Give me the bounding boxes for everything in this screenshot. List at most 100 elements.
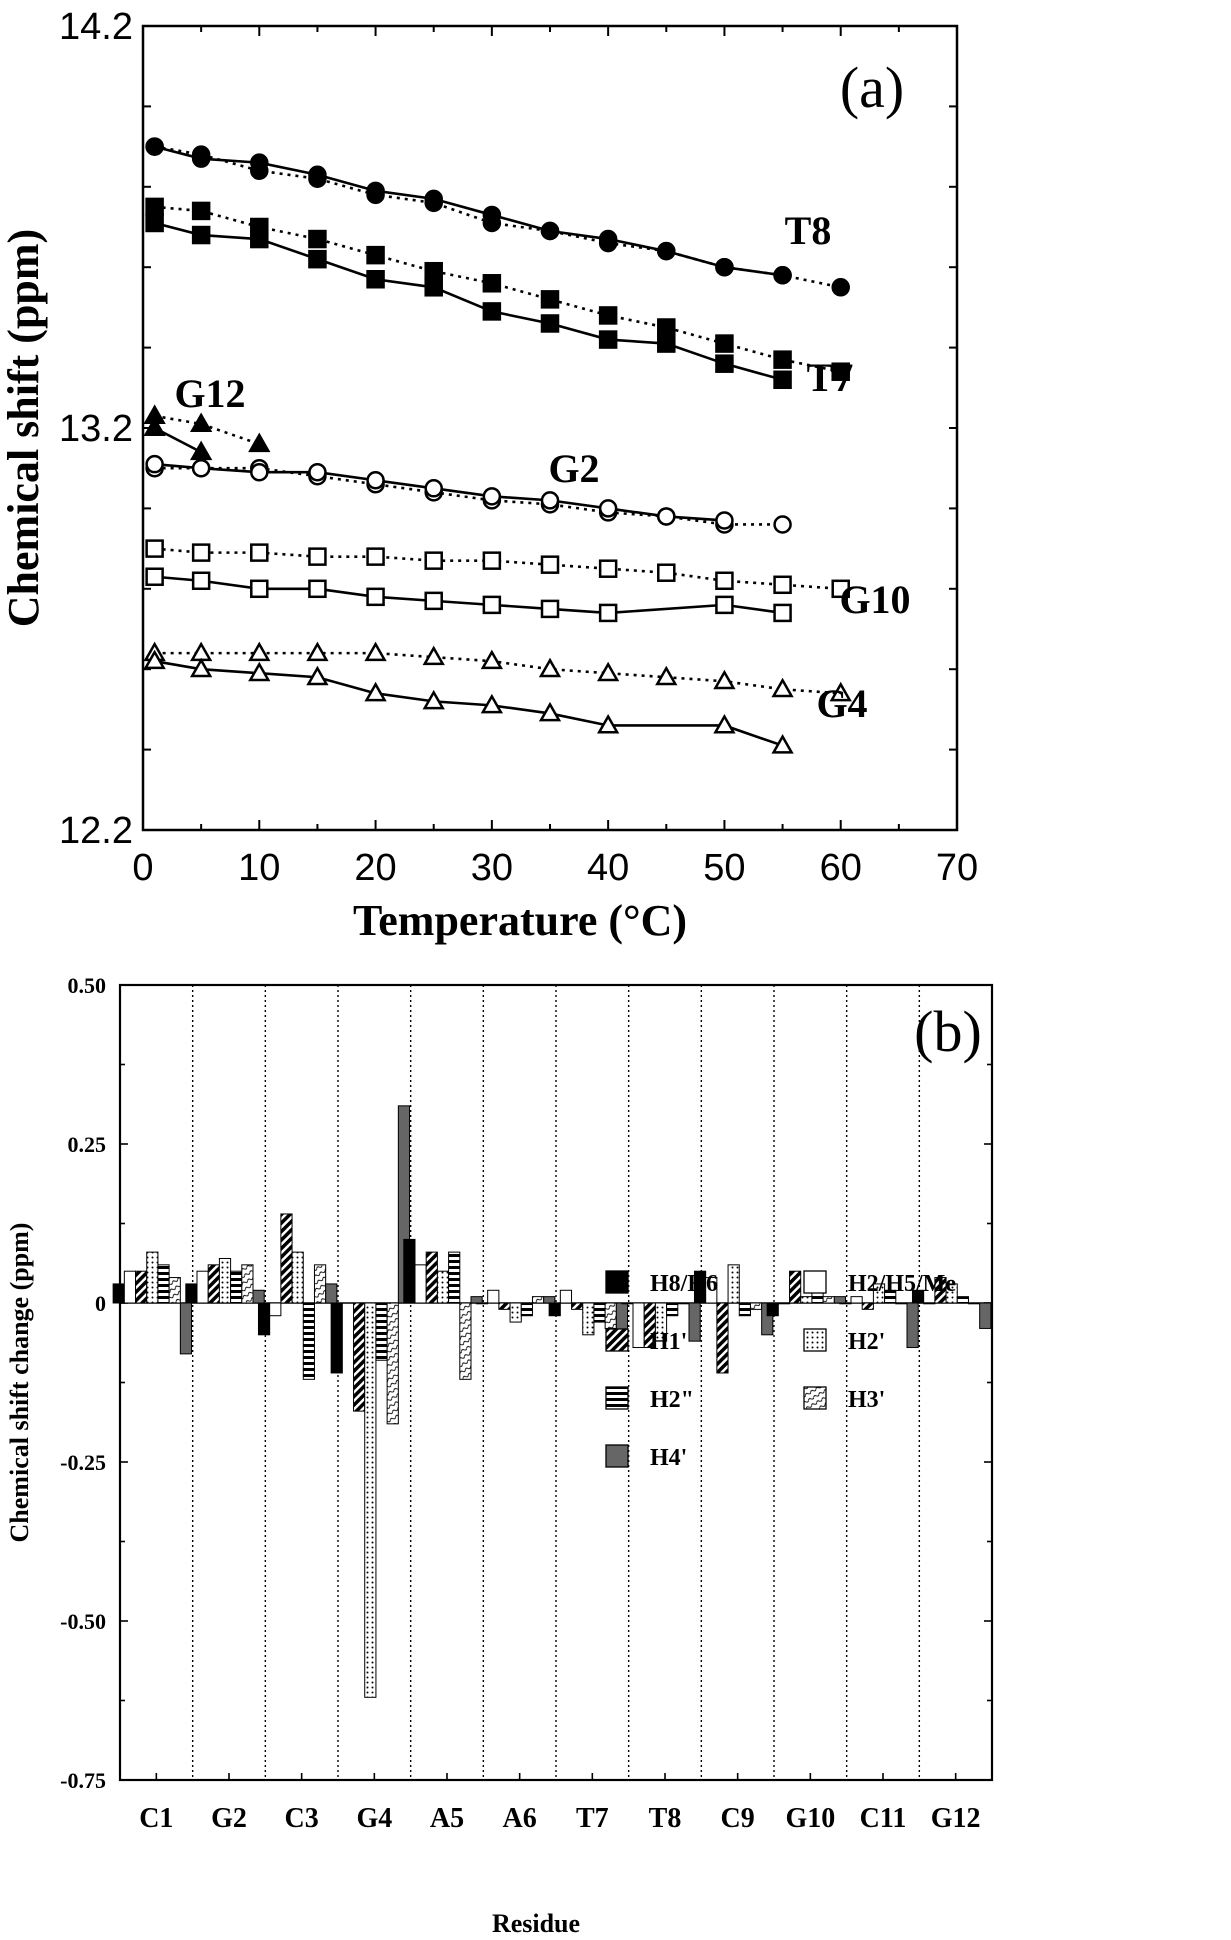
data-point: [189, 412, 213, 432]
data-point: [145, 137, 164, 156]
data-point: [713, 669, 736, 690]
bar-h2p: [582, 1302, 595, 1336]
series-line: [154, 575, 783, 615]
data-point: [480, 693, 504, 714]
category-label: C1: [139, 1803, 173, 1834]
bar-h1p: [789, 1270, 802, 1304]
series-label-g10: G10: [839, 577, 910, 622]
data-point: [482, 551, 502, 570]
legend-label-h2p: H2': [848, 1329, 885, 1355]
bar-h4p: [979, 1302, 992, 1329]
series-line: [154, 221, 783, 382]
data-point: [598, 559, 618, 578]
data-point: [366, 547, 385, 566]
data-point: [715, 354, 734, 373]
legend-label-h3p: H3': [848, 1387, 885, 1413]
data-point: [655, 665, 678, 686]
data-point: [424, 278, 443, 297]
bar-h3p: [967, 1302, 981, 1305]
bar-h2p: [509, 1302, 522, 1323]
data-point: [364, 641, 387, 662]
bar-h8h6: [548, 1302, 561, 1317]
data-point: [540, 290, 560, 309]
y-tick-label: 0.50: [68, 973, 107, 998]
series-sub-9: [145, 567, 792, 623]
bar-h2pp: [448, 1251, 461, 1304]
bar-h2p: [364, 1302, 377, 1698]
data-point: [482, 302, 502, 321]
bar-h2pp: [884, 1289, 897, 1304]
bar-h2h5me: [414, 1264, 427, 1304]
x-tick-label: 70: [936, 847, 978, 889]
series-sub-11: [143, 649, 794, 754]
series-sub-7: [145, 454, 734, 530]
bar-h8h6: [839, 1302, 852, 1305]
series-label-g4: G4: [816, 681, 867, 726]
bar-h2p: [945, 1283, 958, 1304]
data-point: [191, 201, 211, 221]
bar-h8h6: [475, 1302, 489, 1305]
series-g12: [143, 404, 271, 453]
bar-h1p: [425, 1251, 438, 1304]
bar-h2pp: [593, 1302, 606, 1323]
data-point: [248, 661, 271, 682]
bar-h3p: [168, 1277, 181, 1304]
bar-h4p: [688, 1302, 701, 1342]
data-point: [773, 575, 792, 595]
bar-h4p: [179, 1302, 193, 1355]
bar-h2pp: [520, 1302, 533, 1317]
bar-h2p: [291, 1251, 304, 1304]
y-tick-label: -0.75: [60, 1768, 106, 1793]
bar-h8h6: [257, 1302, 271, 1336]
series-label-t7: T7: [807, 355, 854, 400]
category-label: C11: [860, 1803, 907, 1834]
data-point: [191, 543, 211, 562]
series-sub-3: [145, 213, 792, 390]
x-axis-title: Temperature (°C): [353, 896, 687, 945]
data-point: [482, 595, 502, 615]
data-point: [422, 689, 445, 710]
bar-h1p: [135, 1270, 148, 1304]
bar-h1p: [280, 1213, 293, 1304]
category-label: C9: [721, 1803, 755, 1834]
bar-h2pp: [666, 1302, 679, 1317]
data-point: [189, 440, 213, 461]
panel-label-a: (a): [840, 55, 904, 120]
x-tick-label: 0: [132, 847, 153, 889]
bar-h2p: [800, 1296, 813, 1304]
data-point: [189, 657, 213, 678]
bar-h3p: [386, 1302, 399, 1425]
data-point: [248, 641, 271, 662]
data-point: [366, 245, 385, 265]
data-point: [715, 571, 734, 591]
data-point: [657, 563, 676, 582]
data-point: [306, 641, 329, 662]
data-point: [145, 197, 164, 217]
data-point: [424, 261, 443, 281]
data-point: [773, 515, 792, 534]
bar-h8h6: [403, 1238, 416, 1304]
bar-h8h6: [766, 1302, 779, 1317]
data-point: [143, 416, 166, 436]
series-sub-1: [145, 137, 792, 285]
data-point: [366, 181, 385, 201]
bar-h2p: [436, 1270, 450, 1304]
bar-h2pp: [157, 1264, 170, 1304]
data-point: [308, 462, 327, 482]
legend: H8/H6 H2/H5/Me H1' H2' H2" H3' H4': [605, 1270, 956, 1471]
data-point: [540, 314, 560, 333]
data-point: [771, 677, 794, 698]
data-point: [424, 189, 443, 209]
bar-h2h5me: [850, 1296, 863, 1304]
bar-h3p: [241, 1264, 254, 1304]
legend-swatch-h8h6: [605, 1270, 629, 1294]
data-point: [191, 225, 211, 245]
bar-h3p: [313, 1264, 327, 1304]
y-axis-title: Chemical shift (ppm): [0, 229, 48, 627]
series-label-g12: G12: [174, 371, 245, 416]
data-point: [598, 330, 618, 349]
bar-h2h5me: [487, 1289, 500, 1304]
bar-h2h5me: [923, 1302, 936, 1305]
data-point: [773, 370, 792, 390]
